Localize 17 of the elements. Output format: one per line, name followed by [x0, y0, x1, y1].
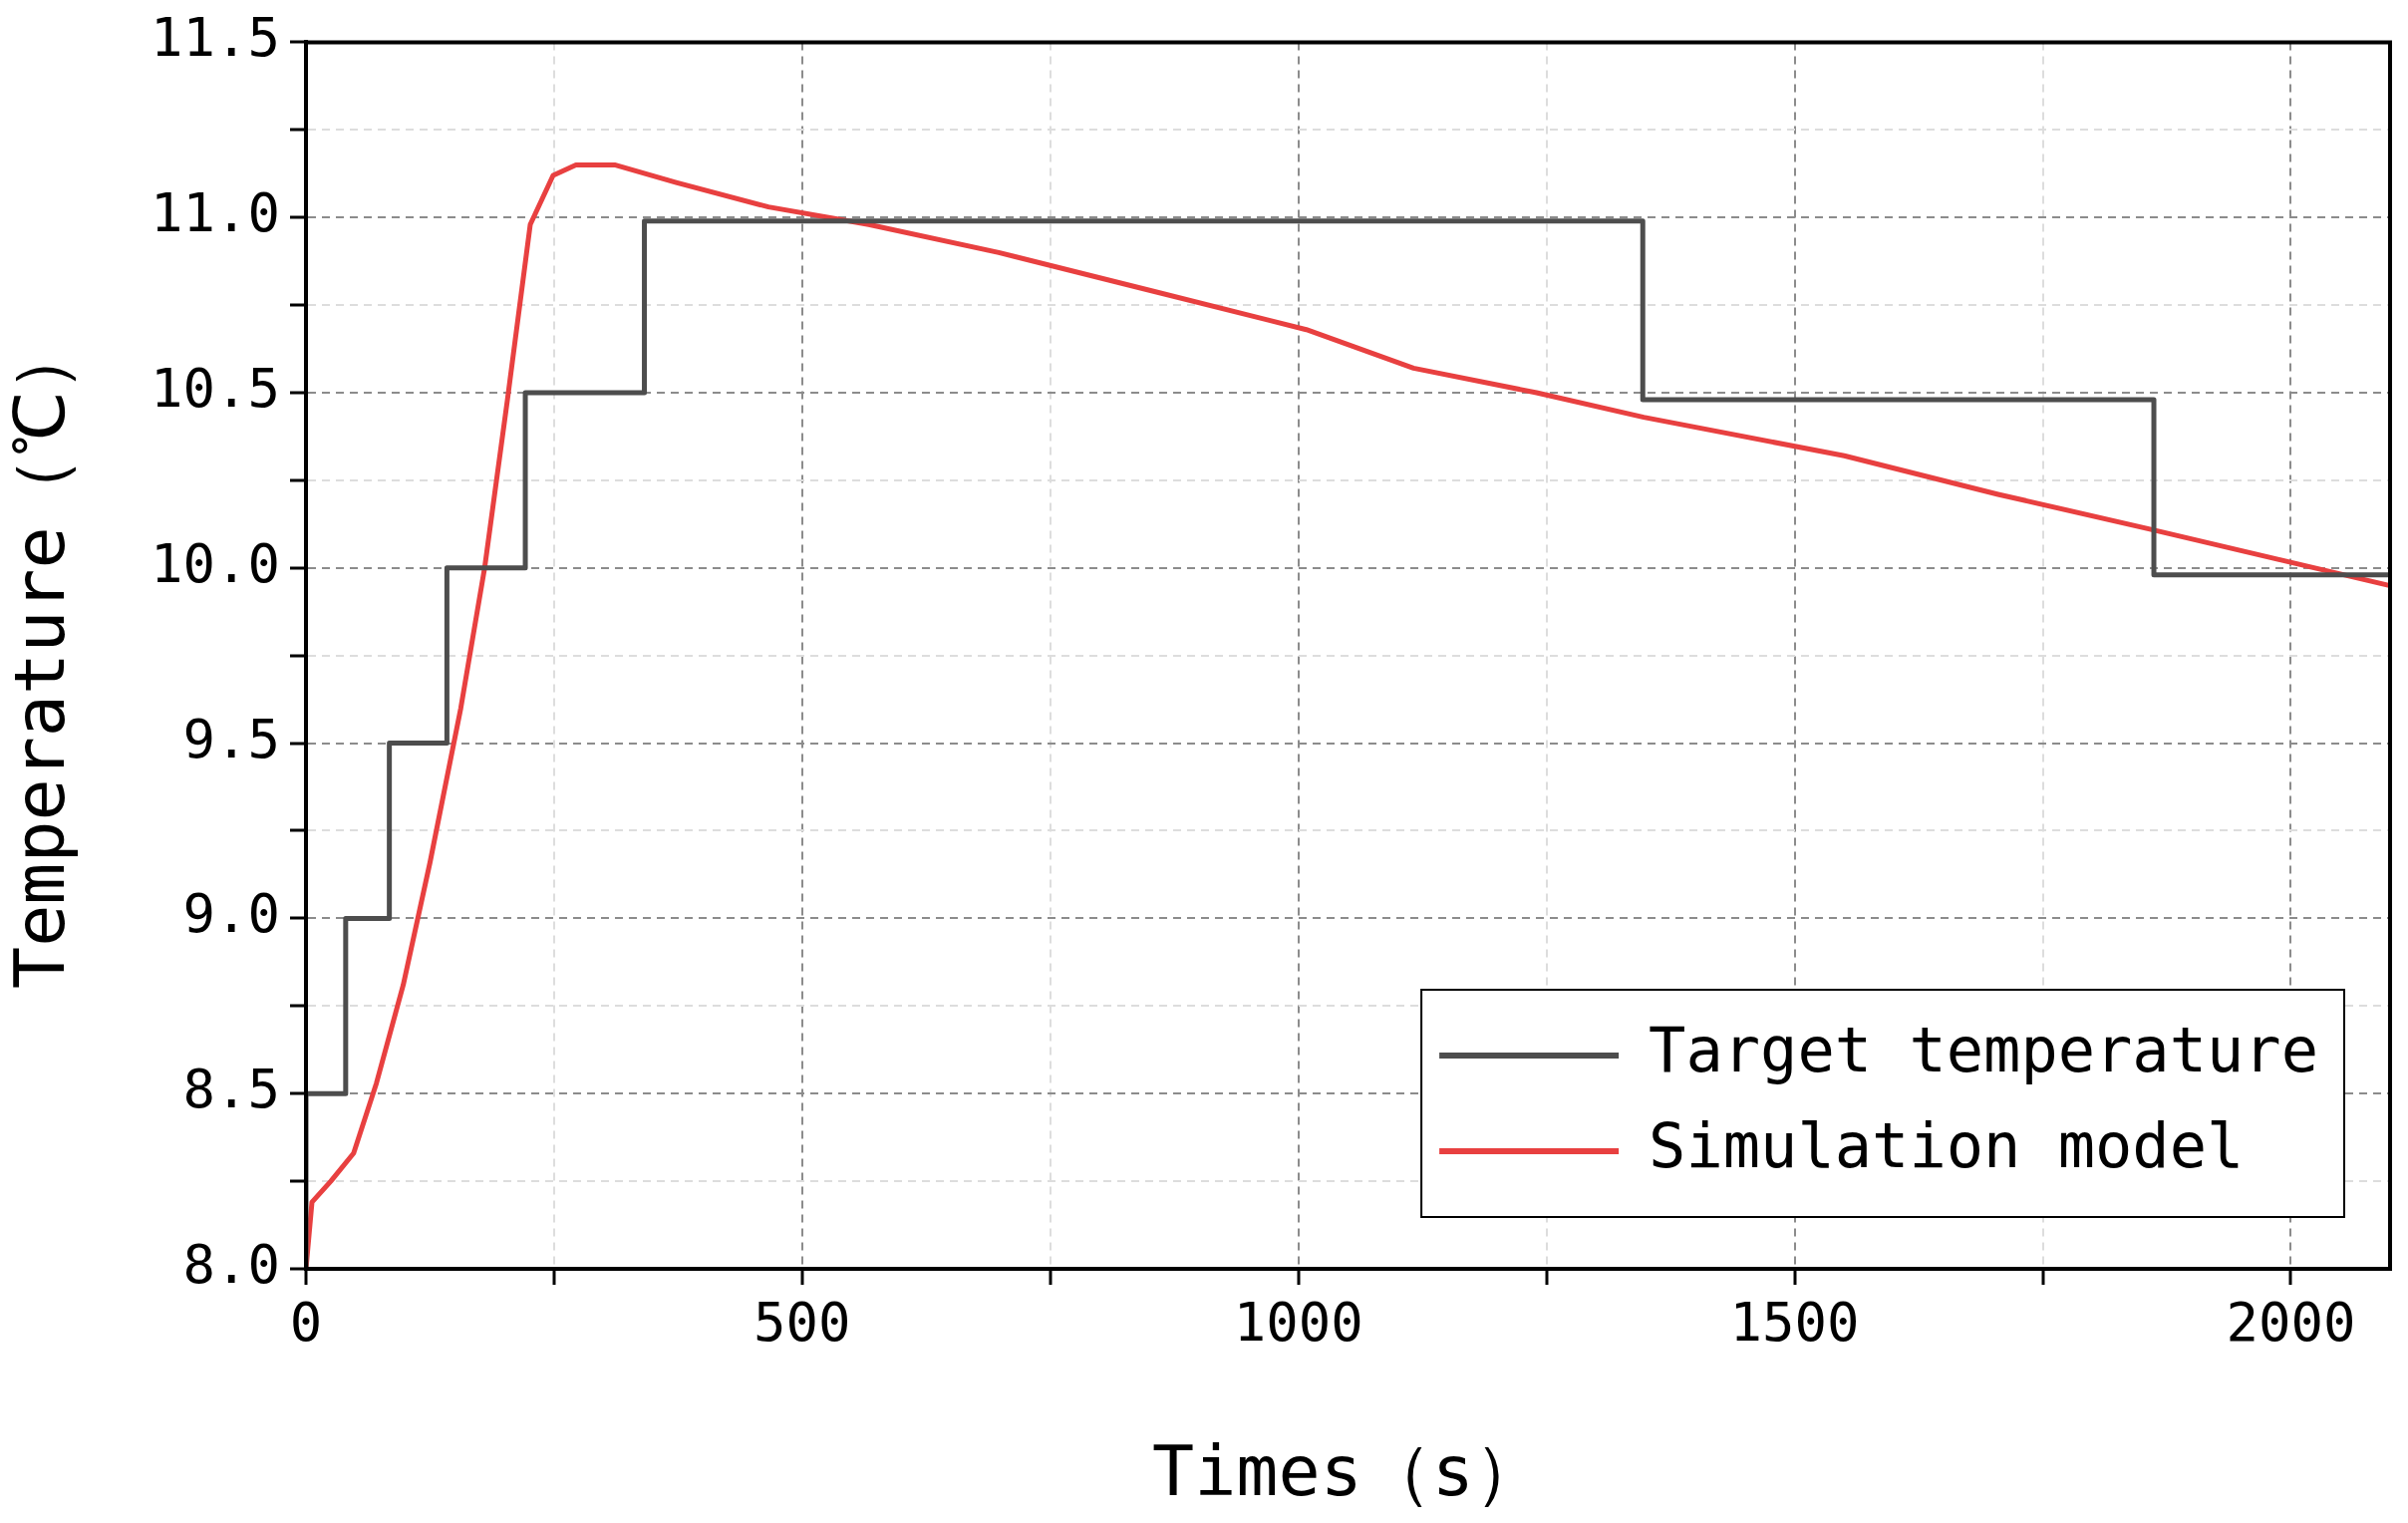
y-axis-title: Temperature（℃） [0, 322, 82, 989]
x-tick-label: 1000 [1233, 1291, 1363, 1355]
y-tick-label: 9.0 [182, 882, 280, 946]
x-axis-title: Times（s） [1152, 1430, 1544, 1513]
y-tick-label: 8.5 [182, 1058, 280, 1121]
legend-label: Target temperature [1649, 1014, 2318, 1087]
x-tick-label: 500 [753, 1291, 851, 1355]
y-tick-label: 10.5 [150, 357, 280, 421]
x-tick-label: 2000 [2226, 1291, 2356, 1355]
y-tick-label: 11.5 [150, 6, 280, 70]
x-tick-label: 1500 [1729, 1291, 1860, 1355]
y-tick-label: 9.5 [182, 707, 280, 770]
y-tick-label: 10.0 [150, 531, 280, 595]
x-tick-label: 0 [289, 1291, 323, 1355]
y-tick-label: 11.0 [150, 181, 280, 245]
legend-label: Simulation model [1649, 1109, 2245, 1183]
y-tick-label: 8.0 [182, 1233, 280, 1297]
